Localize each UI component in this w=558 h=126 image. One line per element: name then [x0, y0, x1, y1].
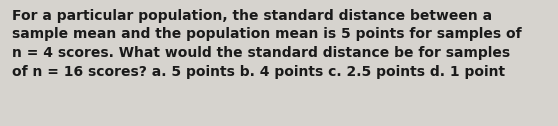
Text: For a particular population, the standard distance between a
sample mean and the: For a particular population, the standar…	[12, 9, 522, 79]
